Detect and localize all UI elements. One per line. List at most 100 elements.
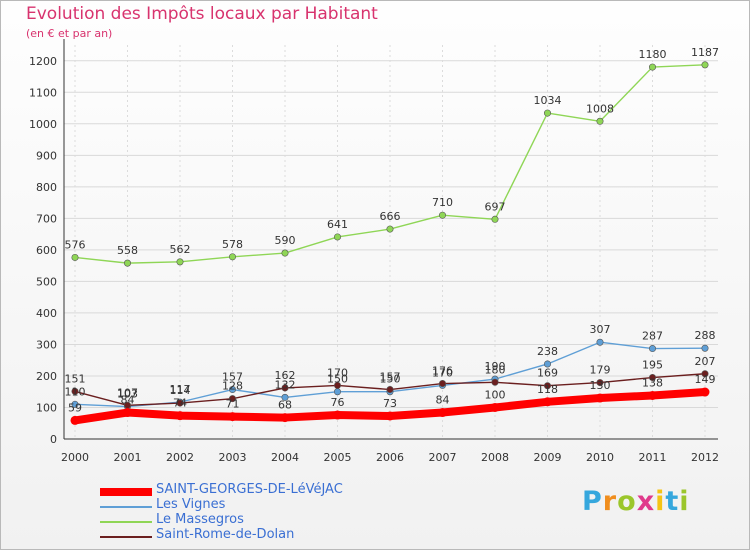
- data-point-s2: [386, 225, 394, 233]
- legend-item: Les Vignes: [100, 497, 500, 514]
- data-label-s0: 138: [642, 377, 663, 390]
- legend-swatch: [100, 521, 152, 523]
- data-point-s3: [386, 386, 394, 394]
- data-label-s2: 710: [432, 196, 453, 209]
- legend-item: Saint-Rome-de-Dolan: [100, 527, 500, 544]
- data-label-s1: 190: [485, 360, 506, 373]
- data-label-s0: 84: [436, 394, 450, 407]
- data-point-s3: [281, 384, 289, 392]
- legend-label: Les Vignes: [156, 497, 226, 512]
- legend-item: Le Massegros: [100, 512, 500, 529]
- data-label-s3: 114: [170, 384, 191, 397]
- proxiti-logo: Proxiti: [582, 486, 690, 517]
- data-label-s0: 76: [331, 396, 345, 409]
- data-point-s1: [71, 400, 79, 408]
- data-point-s1: [281, 393, 289, 401]
- data-label-s3: 176: [432, 365, 453, 378]
- data-point-s0: [595, 393, 605, 403]
- data-label-s2: 590: [275, 234, 296, 247]
- data-label-s3: 151: [65, 372, 86, 385]
- series-line-2: [74, 64, 706, 264]
- logo-letter: i: [655, 486, 666, 517]
- data-point-s0: [700, 387, 710, 397]
- data-point-s2: [71, 253, 79, 261]
- data-label-s2: 1180: [639, 48, 667, 61]
- y-tick-label: 700: [36, 212, 57, 225]
- data-point-s1: [648, 345, 656, 353]
- x-tick-label: 2006: [376, 451, 404, 464]
- data-label-s3: 195: [642, 359, 663, 372]
- logo-letter: t: [665, 486, 680, 517]
- y-tick-label: 600: [36, 244, 57, 257]
- logo-letter: o: [617, 486, 637, 517]
- data-label-s3: 170: [327, 366, 348, 379]
- y-tick-label: 100: [36, 401, 57, 414]
- data-label-s3: 128: [222, 380, 243, 393]
- data-point-s3: [543, 382, 551, 390]
- data-point-s0: [490, 402, 500, 412]
- data-point-s1: [229, 386, 237, 394]
- data-label-s1: 103: [117, 388, 138, 401]
- y-tick-label: 1200: [29, 55, 57, 68]
- y-tick-label: 400: [36, 307, 57, 320]
- data-point-s0: [438, 408, 447, 418]
- data-label-s2: 697: [485, 200, 506, 213]
- x-tick-label: 2002: [166, 451, 194, 464]
- x-tick-label: 2012: [691, 451, 719, 464]
- data-point-s2: [543, 109, 551, 117]
- data-point-s1: [543, 360, 551, 368]
- data-label-s2: 1008: [586, 102, 614, 115]
- legend-item: SAINT-GEORGES-DE-LéVéJAC: [100, 482, 500, 499]
- data-point-s2: [438, 211, 446, 219]
- x-tick-label: 2011: [639, 451, 667, 464]
- legend-label: SAINT-GEORGES-DE-LéVéJAC: [156, 482, 343, 497]
- data-label-s0: 149: [695, 373, 716, 386]
- data-point-s2: [229, 253, 237, 261]
- data-label-s1: 150: [327, 373, 348, 386]
- legend-label: Le Massegros: [156, 512, 244, 527]
- data-point-s0: [648, 391, 657, 401]
- data-label-s1: 110: [65, 385, 86, 398]
- data-label-s1: 132: [275, 378, 296, 391]
- data-label-s2: 576: [65, 238, 86, 251]
- y-tick-label: 0: [50, 433, 57, 446]
- x-tick-label: 2007: [429, 451, 457, 464]
- data-point-s3: [701, 370, 709, 378]
- data-point-s2: [333, 233, 341, 241]
- logo-letter: x: [636, 486, 656, 517]
- y-tick-label: 900: [36, 149, 57, 162]
- data-point-s3: [71, 387, 79, 395]
- data-point-s2: [648, 63, 656, 71]
- data-label-s1: 238: [537, 345, 558, 358]
- legend-label: Saint-Rome-de-Dolan: [156, 527, 295, 542]
- data-label-s2: 666: [380, 210, 401, 223]
- data-point-s3: [491, 378, 499, 386]
- chart-legend: SAINT-GEORGES-DE-LéVéJAC Les Vignes Le Mas…: [100, 482, 500, 544]
- data-label-s0: 73: [383, 397, 397, 410]
- x-tick-label: 2004: [271, 451, 299, 464]
- y-tick-label: 1100: [29, 86, 57, 99]
- data-label-s0: 118: [537, 383, 558, 396]
- data-label-s0: 71: [226, 398, 240, 411]
- data-label-s3: 107: [117, 386, 138, 399]
- legend-swatch: [100, 506, 152, 508]
- data-label-s0: 130: [590, 379, 611, 392]
- data-label-s0: 74: [173, 397, 187, 410]
- data-label-s2: 562: [170, 243, 191, 256]
- data-point-s3: [229, 395, 237, 403]
- x-tick-label: 2008: [481, 451, 509, 464]
- data-point-s2: [176, 258, 184, 266]
- data-label-s1: 150: [380, 373, 401, 386]
- y-tick-label: 200: [36, 370, 57, 383]
- data-point-s1: [596, 338, 604, 346]
- data-point-s1: [701, 344, 709, 352]
- data-label-s2: 1034: [534, 94, 562, 107]
- data-label-s0: 84: [121, 394, 135, 407]
- data-point-s1: [333, 388, 341, 396]
- y-tick-label: 300: [36, 338, 57, 351]
- data-label-s2: 558: [117, 244, 138, 257]
- data-point-s3: [648, 374, 656, 382]
- data-point-s0: [228, 412, 237, 422]
- logo-letter: r: [602, 486, 618, 517]
